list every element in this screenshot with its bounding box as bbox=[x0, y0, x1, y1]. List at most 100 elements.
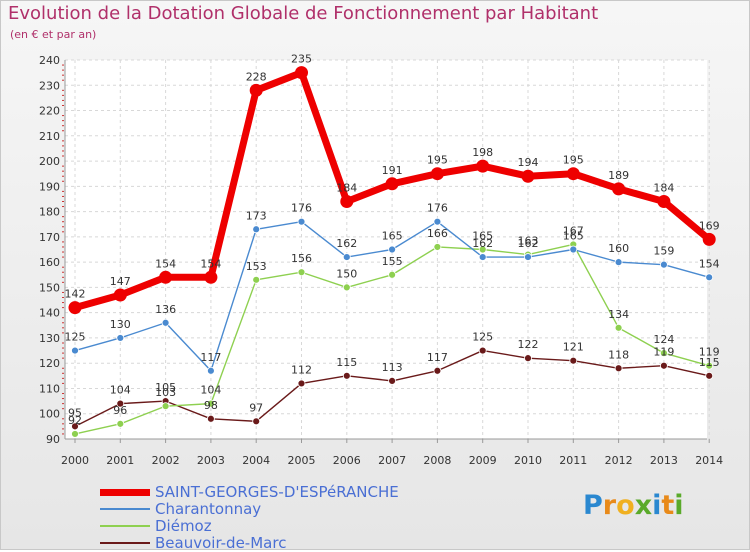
data-label: 121 bbox=[563, 341, 584, 354]
data-point bbox=[71, 346, 79, 355]
data-point bbox=[702, 232, 716, 246]
data-point bbox=[566, 167, 580, 181]
data-label: 163 bbox=[518, 235, 539, 248]
x-tick-label: 2007 bbox=[378, 454, 406, 467]
y-tick-label: 240 bbox=[39, 54, 60, 67]
legend-swatch bbox=[100, 542, 150, 544]
data-label: 104 bbox=[200, 384, 221, 397]
data-point bbox=[204, 270, 218, 284]
legend-label: Beauvoir-de-Marc bbox=[155, 534, 287, 552]
data-point bbox=[71, 430, 79, 438]
legend-label: Diémoz bbox=[155, 517, 212, 535]
data-label: 195 bbox=[427, 154, 448, 167]
y-tick-label: 220 bbox=[39, 105, 60, 118]
data-label: 113 bbox=[382, 361, 403, 374]
data-point bbox=[206, 366, 215, 375]
data-point bbox=[521, 169, 535, 183]
x-tick-label: 2001 bbox=[106, 454, 134, 467]
data-point bbox=[569, 356, 578, 365]
data-label: 124 bbox=[653, 333, 674, 346]
data-point bbox=[252, 417, 261, 426]
data-label: 104 bbox=[110, 384, 131, 397]
data-label: 117 bbox=[200, 351, 221, 364]
data-point bbox=[297, 268, 306, 277]
data-label: 154 bbox=[200, 257, 221, 270]
data-point bbox=[295, 66, 308, 80]
y-tick-label: 180 bbox=[39, 206, 60, 219]
data-label: 228 bbox=[246, 70, 267, 83]
data-label: 95 bbox=[68, 406, 82, 419]
x-tick-label: 2002 bbox=[152, 454, 180, 467]
data-point bbox=[159, 270, 173, 284]
data-label: 154 bbox=[155, 257, 176, 270]
y-tick-label: 100 bbox=[39, 408, 60, 421]
data-label: 184 bbox=[336, 181, 357, 194]
legend-label: Charantonnay bbox=[155, 500, 262, 518]
data-label: 198 bbox=[472, 146, 493, 159]
data-point bbox=[388, 376, 397, 385]
x-tick-label: 2005 bbox=[288, 454, 316, 467]
data-label: 130 bbox=[110, 318, 131, 331]
data-point bbox=[430, 167, 444, 181]
data-label: 167 bbox=[563, 224, 584, 237]
x-tick-label: 2010 bbox=[514, 454, 542, 467]
data-label: 142 bbox=[65, 288, 86, 301]
data-label: 115 bbox=[336, 356, 357, 369]
data-label: 103 bbox=[155, 386, 176, 399]
data-point bbox=[206, 399, 215, 408]
data-point bbox=[478, 245, 487, 254]
data-point bbox=[388, 270, 397, 279]
legend-label: SAINT-GEORGES-D'ESPéRANCHE bbox=[155, 483, 399, 501]
data-label: 96 bbox=[113, 404, 127, 417]
data-point bbox=[161, 318, 170, 327]
chart-subtitle: (en € et par an) bbox=[10, 28, 97, 41]
data-label: 147 bbox=[110, 275, 131, 288]
y-tick-label: 230 bbox=[39, 79, 60, 92]
data-label: 189 bbox=[608, 169, 629, 182]
x-tick-label: 2004 bbox=[242, 454, 270, 467]
data-point bbox=[116, 399, 125, 408]
data-label: 165 bbox=[382, 230, 403, 243]
data-label: 176 bbox=[291, 202, 312, 215]
y-tick-label: 210 bbox=[39, 130, 60, 143]
data-point bbox=[116, 419, 125, 428]
data-label: 156 bbox=[291, 252, 312, 265]
data-point bbox=[113, 288, 127, 302]
data-point bbox=[433, 366, 442, 375]
data-label: 159 bbox=[653, 245, 674, 258]
data-point bbox=[340, 194, 354, 208]
data-label: 173 bbox=[246, 209, 267, 222]
data-point bbox=[614, 258, 623, 267]
y-tick-label: 110 bbox=[39, 382, 60, 395]
data-point bbox=[660, 361, 668, 370]
data-point bbox=[68, 301, 82, 315]
data-point bbox=[476, 159, 490, 173]
data-label: 184 bbox=[653, 181, 674, 194]
data-point bbox=[705, 371, 714, 380]
data-label: 165 bbox=[472, 230, 493, 243]
data-label: 160 bbox=[608, 242, 629, 255]
data-point bbox=[388, 245, 397, 254]
data-label: 122 bbox=[518, 338, 539, 351]
legend-swatch bbox=[100, 525, 150, 527]
data-label: 105 bbox=[155, 381, 176, 394]
data-point bbox=[71, 422, 79, 431]
y-tick-label: 140 bbox=[39, 307, 60, 320]
data-label: 119 bbox=[653, 346, 674, 359]
data-label: 112 bbox=[291, 363, 312, 376]
data-point bbox=[252, 275, 261, 284]
data-label: 136 bbox=[155, 303, 176, 316]
y-tick-label: 160 bbox=[39, 256, 60, 269]
x-tick-label: 2011 bbox=[559, 454, 587, 467]
data-point bbox=[524, 253, 532, 261]
data-point bbox=[478, 346, 487, 355]
legend-swatch bbox=[100, 488, 150, 496]
data-point bbox=[116, 334, 125, 342]
data-point bbox=[705, 361, 714, 370]
y-tick-label: 190 bbox=[39, 180, 60, 193]
data-label: 194 bbox=[518, 156, 539, 169]
data-label: 166 bbox=[427, 227, 448, 240]
data-point bbox=[612, 182, 626, 196]
data-label: 191 bbox=[382, 164, 403, 177]
x-tick-label: 2013 bbox=[650, 454, 678, 467]
